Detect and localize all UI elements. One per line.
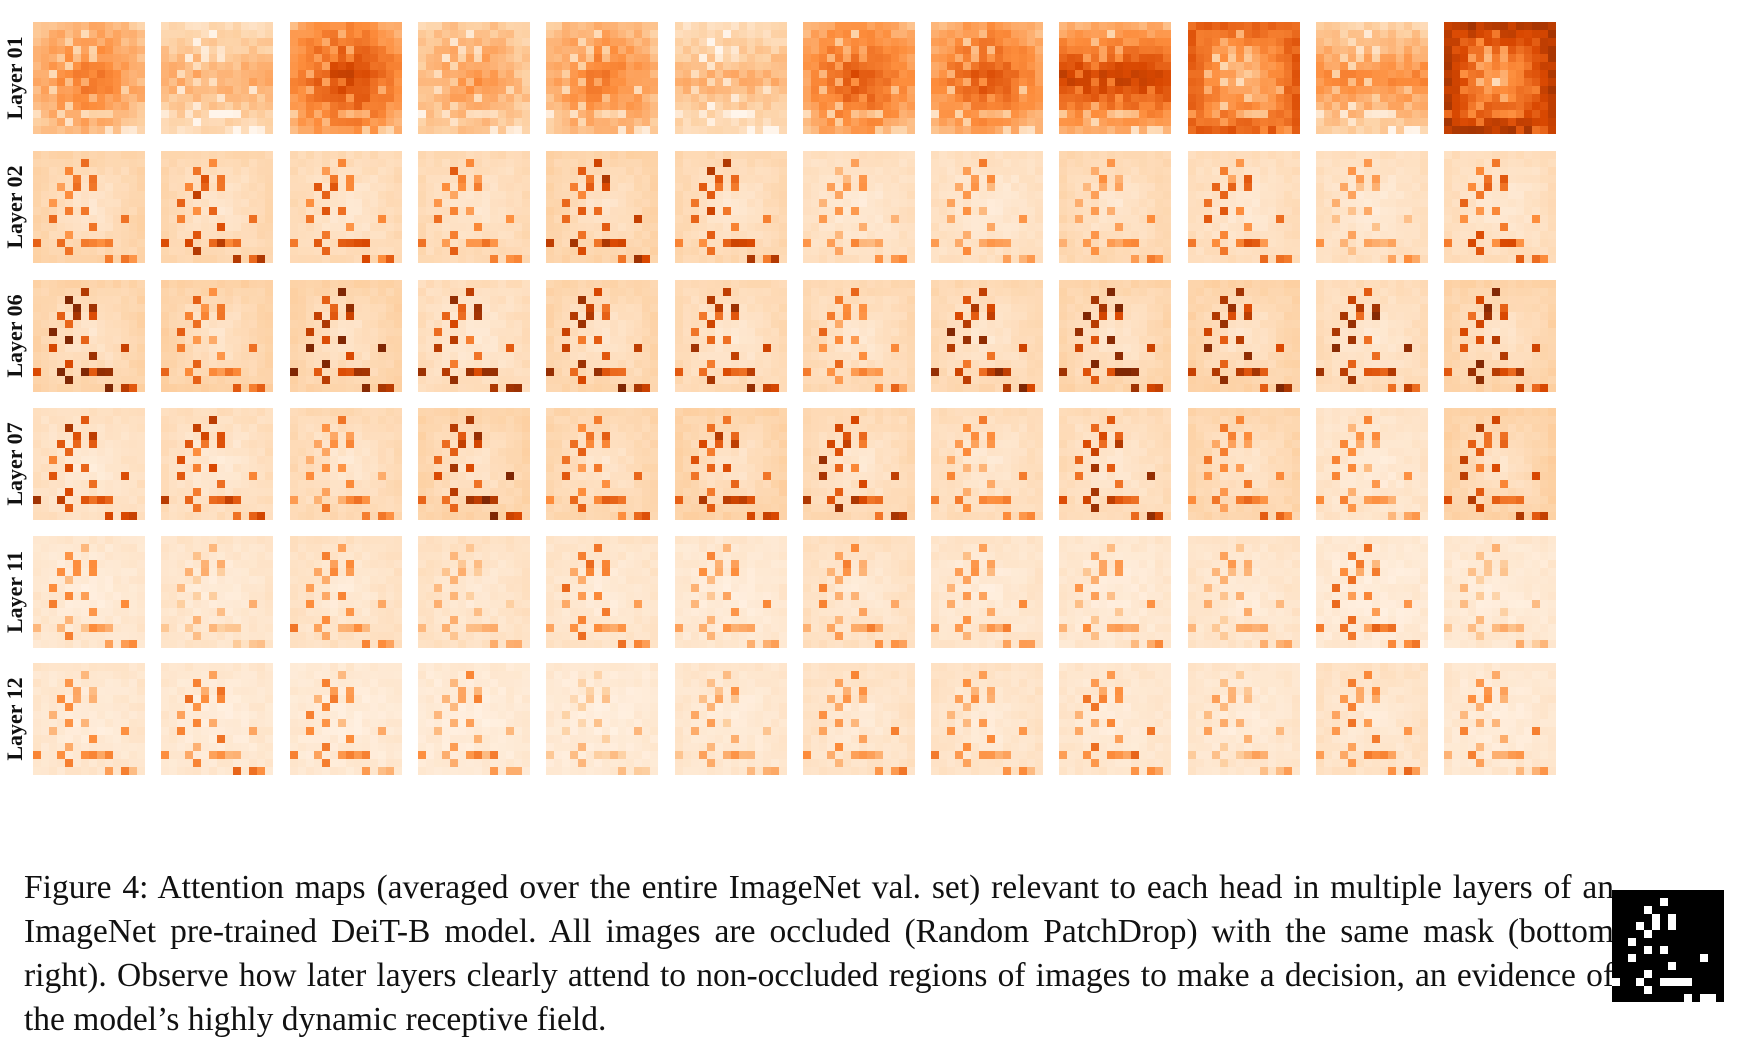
attention-map-layer-07-head-2 [161, 408, 273, 520]
attention-map-layer-07-head-6 [675, 408, 787, 520]
attention-map-layer-01-head-5 [546, 22, 658, 134]
attention-map-layer-07-head-4 [418, 408, 530, 520]
attention-map-layer-02-head-4 [418, 151, 530, 263]
attention-map-layer-06-head-3 [290, 280, 402, 392]
attention-map-layer-12-head-2 [161, 663, 273, 775]
attention-map-layer-11-head-4 [418, 536, 530, 648]
attention-map-layer-11-head-8 [931, 536, 1043, 648]
attention-map-layer-06-head-11 [1316, 280, 1428, 392]
attention-map-layer-01-head-2 [161, 22, 273, 134]
attention-map-layer-02-head-3 [290, 151, 402, 263]
attention-map-layer-07-head-1 [33, 408, 145, 520]
attention-map-layer-01-head-7 [803, 22, 915, 134]
attention-map-layer-11-head-10 [1188, 536, 1300, 648]
row-label-layer-06: Layer 06 [2, 294, 27, 378]
row-label-layer-01: Layer 01 [2, 36, 27, 120]
attention-map-layer-07-head-10 [1188, 408, 1300, 520]
attention-map-layer-12-head-8 [931, 663, 1043, 775]
attention-map-layer-11-head-5 [546, 536, 658, 648]
attention-map-layer-11-head-12 [1444, 536, 1556, 648]
figure-caption: Figure 4: Attention maps (averaged over … [24, 869, 1614, 1038]
attention-map-layer-02-head-9 [1059, 151, 1171, 263]
attention-map-layer-01-head-12 [1444, 22, 1556, 134]
attention-map-layer-01-head-6 [675, 22, 787, 134]
attention-map-layer-12-head-5 [546, 663, 658, 775]
row-label-layer-02: Layer 02 [2, 165, 27, 249]
attention-map-layer-12-head-12 [1444, 663, 1556, 775]
attention-map-layer-06-head-4 [418, 280, 530, 392]
row-label-layer-12: Layer 12 [2, 677, 27, 761]
attention-map-layer-12-head-7 [803, 663, 915, 775]
attention-map-layer-06-head-10 [1188, 280, 1300, 392]
attention-map-layer-06-head-8 [931, 280, 1043, 392]
attention-map-layer-07-head-7 [803, 408, 915, 520]
attention-map-layer-07-head-12 [1444, 408, 1556, 520]
attention-map-layer-12-head-10 [1188, 663, 1300, 775]
patchdrop-mask [1612, 890, 1724, 1002]
attention-map-layer-07-head-9 [1059, 408, 1171, 520]
attention-map-layer-01-head-9 [1059, 22, 1171, 134]
row-label-layer-11: Layer 11 [2, 550, 27, 634]
attention-map-layer-01-head-10 [1188, 22, 1300, 134]
attention-map-layer-01-head-4 [418, 22, 530, 134]
attention-map-layer-06-head-2 [161, 280, 273, 392]
attention-map-layer-12-head-11 [1316, 663, 1428, 775]
attention-map-layer-06-head-6 [675, 280, 787, 392]
attention-map-layer-02-head-6 [675, 151, 787, 263]
attention-map-layer-02-head-5 [546, 151, 658, 263]
attention-map-layer-12-head-6 [675, 663, 787, 775]
attention-map-layer-06-head-5 [546, 280, 658, 392]
attention-map-layer-11-head-7 [803, 536, 915, 648]
attention-map-layer-12-head-4 [418, 663, 530, 775]
attention-map-layer-02-head-1 [33, 151, 145, 263]
attention-map-layer-11-head-11 [1316, 536, 1428, 648]
attention-map-layer-07-head-11 [1316, 408, 1428, 520]
attention-map-layer-01-head-11 [1316, 22, 1428, 134]
attention-map-layer-02-head-8 [931, 151, 1043, 263]
attention-map-layer-02-head-7 [803, 151, 915, 263]
attention-map-layer-07-head-8 [931, 408, 1043, 520]
attention-map-layer-11-head-6 [675, 536, 787, 648]
attention-map-layer-01-head-3 [290, 22, 402, 134]
attention-map-layer-11-head-1 [33, 536, 145, 648]
attention-map-layer-02-head-11 [1316, 151, 1428, 263]
row-label-layer-07: Layer 07 [2, 422, 27, 506]
attention-map-layer-06-head-12 [1444, 280, 1556, 392]
attention-map-layer-06-head-9 [1059, 280, 1171, 392]
attention-map-layer-06-head-7 [803, 280, 915, 392]
attention-map-layer-12-head-3 [290, 663, 402, 775]
attention-map-layer-02-head-2 [161, 151, 273, 263]
attention-map-layer-01-head-1 [33, 22, 145, 134]
attention-map-layer-02-head-10 [1188, 151, 1300, 263]
attention-map-layer-07-head-5 [546, 408, 658, 520]
attention-map-layer-11-head-3 [290, 536, 402, 648]
attention-map-layer-11-head-2 [161, 536, 273, 648]
attention-map-layer-12-head-1 [33, 663, 145, 775]
attention-map-layer-12-head-9 [1059, 663, 1171, 775]
attention-map-layer-02-head-12 [1444, 151, 1556, 263]
attention-map-layer-07-head-3 [290, 408, 402, 520]
attention-map-layer-11-head-9 [1059, 536, 1171, 648]
attention-map-figure: Layer 01 Layer 02 Layer 06 Layer 07 Layer 11… [2, 22, 1556, 775]
attention-map-layer-01-head-8 [931, 22, 1043, 134]
attention-map-layer-06-head-1 [33, 280, 145, 392]
